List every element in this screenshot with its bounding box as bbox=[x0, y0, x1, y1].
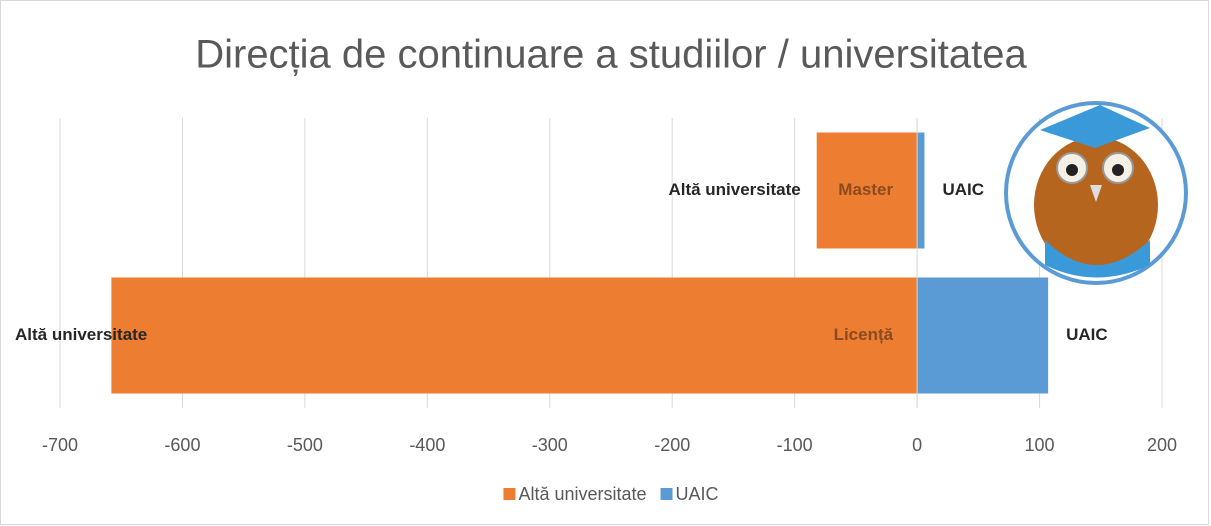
owl-cap bbox=[1040, 105, 1150, 148]
chart-title: Direcția de continuare a studiilor / uni… bbox=[195, 33, 1027, 77]
category-data-label: Licență bbox=[834, 325, 894, 344]
legend-label: UAIC bbox=[676, 484, 719, 504]
bar bbox=[111, 277, 918, 394]
legend-label: Altă universitate bbox=[518, 484, 646, 504]
x-tick-label: -600 bbox=[164, 435, 200, 455]
x-tick-label: 100 bbox=[1025, 435, 1055, 455]
x-tick-label: -400 bbox=[409, 435, 445, 455]
x-tick-label: -100 bbox=[777, 435, 813, 455]
owl-beak bbox=[1090, 185, 1102, 202]
x-tick-label: -300 bbox=[532, 435, 568, 455]
owl-gown bbox=[1045, 240, 1150, 278]
owl-pupil bbox=[1066, 164, 1078, 176]
bar bbox=[917, 132, 925, 249]
bar bbox=[816, 132, 918, 249]
x-tick-label: -500 bbox=[287, 435, 323, 455]
owl-badge bbox=[1004, 101, 1188, 285]
series-data-label: UAIC bbox=[942, 180, 984, 199]
legend-swatch bbox=[503, 488, 516, 500]
series-data-label: UAIC bbox=[1066, 325, 1108, 344]
x-tick-label: 200 bbox=[1147, 435, 1177, 455]
owl-pupil bbox=[1112, 164, 1124, 176]
series-data-label: Altă universitate bbox=[15, 325, 147, 344]
bar bbox=[917, 277, 1049, 394]
x-tick-label: -700 bbox=[42, 435, 78, 455]
category-data-label: Master bbox=[838, 180, 893, 199]
x-tick-label: -200 bbox=[654, 435, 690, 455]
series-data-label: Altă universitate bbox=[668, 180, 800, 199]
legend: Altă universitate UAIC bbox=[503, 484, 719, 504]
x-tick-label: 0 bbox=[912, 435, 922, 455]
legend-swatch bbox=[660, 488, 673, 500]
